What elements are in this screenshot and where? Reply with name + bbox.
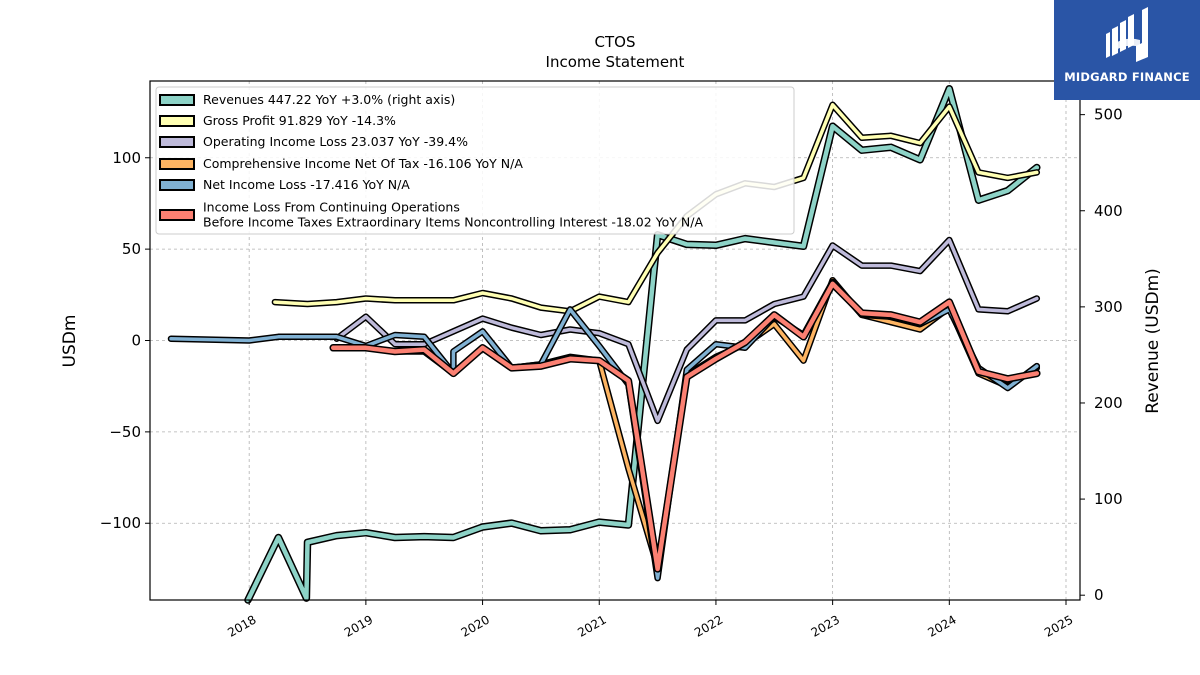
y-axis-right: 0 100 200 300 400 500	[1080, 106, 1123, 604]
logo-mark-icon	[1106, 7, 1148, 62]
x-tick-label: 2025	[1042, 612, 1075, 639]
y-right-tick-label: 200	[1094, 394, 1123, 412]
x-tick-label: 2023	[809, 612, 842, 639]
y-right-tick-label: 500	[1094, 106, 1123, 124]
legend-label-3: Comprehensive Income Net Of Tax -16.106 …	[203, 156, 523, 171]
y-left-tick-label: 100	[112, 149, 141, 167]
y-right-tick-label: 300	[1094, 298, 1123, 316]
legend: Revenues 447.22 YoY +3.0% (right axis) Gr…	[155, 86, 795, 235]
midgard-finance-logo: MIDGARD FINANCE	[1054, 0, 1200, 100]
series-line-1	[273, 103, 1039, 314]
series-line-2	[334, 238, 1039, 423]
y-right-tick-label: 400	[1094, 202, 1123, 220]
y-left-tick-label: −100	[100, 514, 141, 532]
legend-label-2: Operating Income Loss 23.037 YoY -39.4%	[203, 134, 468, 149]
legend-label-5: Income Loss From Continuing Operations Be…	[203, 200, 703, 230]
legend-swatch-4	[159, 179, 195, 191]
legend-swatch-1	[159, 115, 195, 127]
x-tick-label: 2021	[575, 612, 608, 639]
series-outline-5	[329, 280, 1041, 573]
y-right-tick-label: 100	[1094, 490, 1123, 508]
chart-subtitle: Income Statement	[546, 53, 685, 71]
y-axis-left: 100 50 0 −50 −100	[100, 149, 150, 532]
series-lines	[167, 84, 1041, 604]
y-axis-right-label: Revenue (USDm)	[1143, 268, 1163, 414]
legend-label-1: Gross Profit 91.829 YoY -14.3%	[203, 113, 396, 128]
series-line-0	[245, 86, 1040, 603]
y-left-tick-label: −50	[109, 423, 141, 441]
series-line-5	[330, 281, 1040, 572]
series-line-3	[331, 278, 1039, 569]
legend-swatch-3	[159, 158, 195, 170]
chart-title: CTOS	[595, 33, 636, 51]
legend-box	[155, 86, 795, 235]
x-tick-label: 2024	[925, 612, 958, 639]
x-tick-label: 2020	[459, 612, 492, 639]
legend-swatch-0	[159, 94, 195, 106]
y-left-tick-label: 0	[131, 332, 141, 350]
y-left-tick-label: 50	[122, 240, 141, 258]
legend-label-4: Net Income Loss -17.416 YoY N/A	[203, 177, 410, 192]
x-tick-label: 2022	[692, 612, 725, 639]
legend-swatch-5	[159, 209, 195, 221]
x-tick-label: 2019	[342, 612, 375, 639]
y-axis-left-label: USDm	[60, 315, 80, 368]
x-axis: 2018 2019 2020 2021 2022 2023 2024 2025	[225, 600, 1075, 640]
logo-text: MIDGARD FINANCE	[1064, 70, 1190, 84]
legend-label-0: Revenues 447.22 YoY +3.0% (right axis)	[203, 92, 455, 107]
y-right-tick-label: 0	[1094, 586, 1104, 604]
x-tick-label: 2018	[225, 612, 258, 639]
legend-swatch-2	[159, 136, 195, 148]
